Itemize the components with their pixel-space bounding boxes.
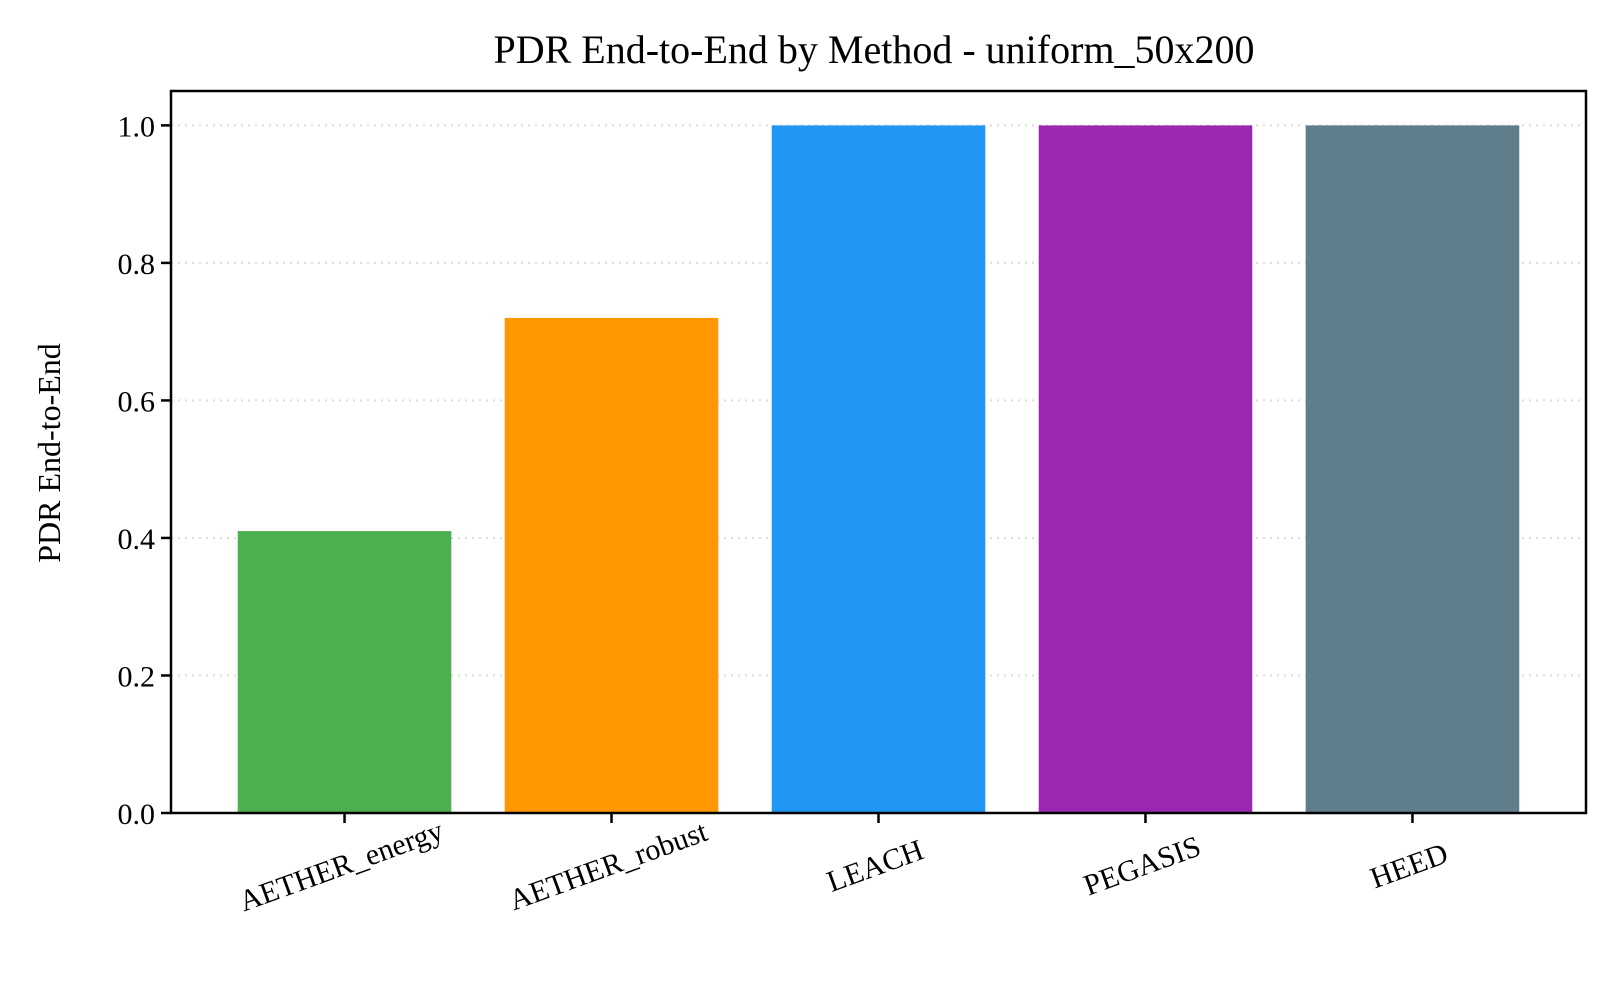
y-tick-label: 1.0 (118, 110, 156, 143)
bar-heed (1305, 125, 1520, 813)
x-tick-label: PEGASIS (1079, 830, 1205, 903)
bar-leach (771, 125, 986, 813)
x-axis-ticks: AETHER_energy AETHER_robust LEACH PEGASIS HE… (235, 813, 1452, 918)
chart-title: PDR End-to-End by Method - uniform_50x20… (493, 27, 1254, 72)
plot-frame (169, 89, 1588, 815)
y-tick-label: 0.8 (118, 248, 156, 281)
bars (237, 125, 1520, 813)
x-tick-label: AETHER_energy (235, 814, 448, 918)
y-tick-label: 0.2 (118, 660, 156, 693)
bar-aether-robust (504, 317, 719, 813)
x-tick-label: LEACH (823, 833, 928, 898)
y-axis-ticks: 0.0 0.2 0.4 0.6 0.8 1.0 (118, 110, 171, 831)
bar-pegasis (1038, 125, 1253, 813)
bar-aether-energy (237, 531, 452, 813)
y-axis-label: PDR End-to-End (31, 343, 67, 563)
x-tick-label: HEED (1366, 837, 1452, 895)
x-tick-label: AETHER_robust (505, 815, 713, 917)
y-tick-label: 0.4 (118, 523, 156, 556)
y-tick-label: 0.6 (118, 385, 156, 418)
y-tick-label: 0.0 (118, 798, 156, 831)
